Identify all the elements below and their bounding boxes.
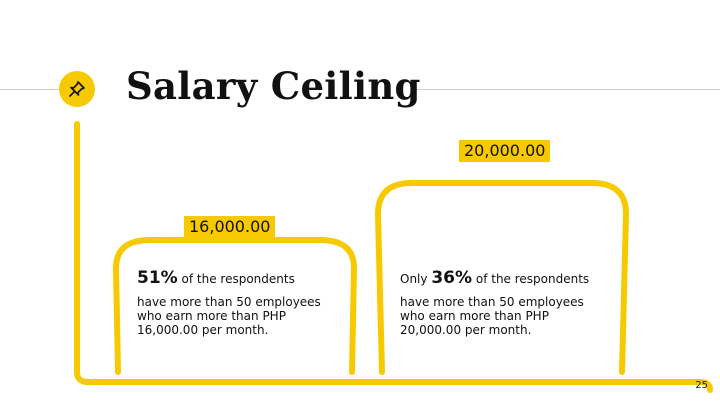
stat-headline: 51% of the respondents [137, 268, 342, 288]
page-number: 25 [695, 380, 708, 391]
slide-title: Salary Ceiling [126, 64, 421, 108]
pushpin-badge [59, 71, 95, 107]
stat-headline-suffix: of the respondents [475, 272, 590, 286]
value-tag-20000: 20,000.00 [459, 140, 551, 162]
title-rule-left [0, 89, 60, 90]
title-rule-right [414, 89, 720, 90]
stat-block-51: 51% of the respondents have more than 50… [137, 268, 342, 337]
stat-headline: Only 36% of the respondents [400, 268, 605, 288]
stat-prefix: Only [400, 272, 428, 286]
stat-headline-suffix: of the respondents [181, 272, 295, 286]
stat-body: have more than 50 employees who earn mor… [400, 295, 584, 337]
pushpin-icon [69, 81, 85, 97]
stat-percent: 51% [137, 268, 178, 288]
stat-percent: 36% [431, 268, 473, 288]
stat-body: have more than 50 employees who earn mor… [137, 295, 321, 337]
stat-block-36: Only 36% of the respondents have more th… [400, 268, 605, 337]
value-tag-16000: 16,000.00 [184, 216, 276, 238]
